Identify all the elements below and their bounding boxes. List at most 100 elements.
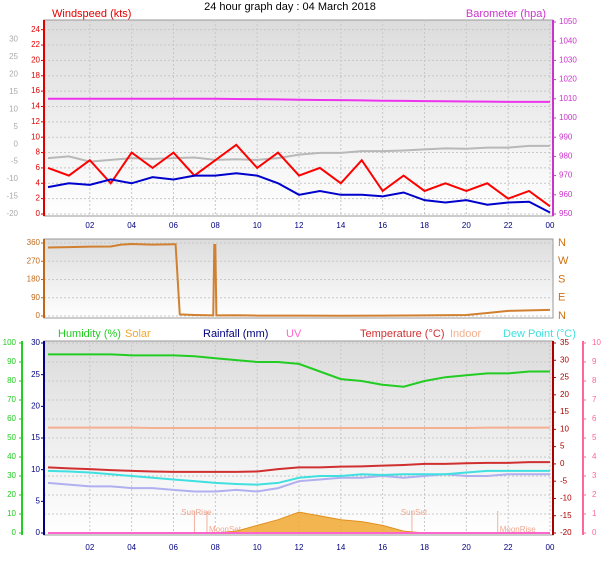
y-tick-label: N	[558, 237, 566, 249]
legend-label: Temperature (°C)	[360, 328, 444, 340]
y-tick-label: 90	[7, 357, 16, 366]
y-tick-label: 14	[31, 102, 40, 111]
x-tick-label: 08	[211, 221, 220, 230]
y-tick-label: 5	[560, 442, 565, 451]
graph-title: 24 hour graph day : 04 March 2018	[204, 1, 376, 13]
y-tick-label: 20	[560, 390, 569, 399]
y-tick-label: 0	[36, 528, 41, 537]
y-tick-label: 25	[31, 370, 40, 379]
axis-title: Windspeed (kts)	[52, 8, 131, 20]
x-tick-label: 00	[546, 221, 555, 230]
y-tick-label: 4	[36, 178, 41, 187]
y-tick-label: 20	[7, 490, 16, 499]
y-tick-label: -15	[560, 511, 572, 520]
y-tick-label: -15	[6, 192, 18, 201]
y-tick-label: 1040	[559, 36, 577, 45]
y-tick-label: 0	[592, 528, 597, 537]
y-tick-label: 20	[9, 69, 18, 78]
legend-label: Dew Point (°C)	[503, 328, 576, 340]
y-tick-label: 950	[559, 209, 573, 218]
x-tick-label: 08	[211, 543, 220, 552]
x-tick-label: 16	[378, 221, 387, 230]
y-tick-label: 25	[560, 373, 569, 382]
y-tick-label: 10	[9, 104, 18, 113]
y-tick-label: 20	[31, 401, 40, 410]
y-tick-label: 980	[559, 152, 573, 161]
y-tick-label: 10	[31, 465, 40, 474]
y-tick-label: 10	[31, 132, 40, 141]
legend-label: Rainfall (mm)	[203, 328, 268, 340]
axis-title: Barometer (hpa)	[466, 8, 546, 20]
x-tick-label: 10	[253, 543, 262, 552]
y-tick-label: -10	[6, 174, 18, 183]
y-tick-label: 60	[7, 414, 16, 423]
y-tick-label: 2	[36, 194, 41, 203]
y-tick-label: 1030	[559, 56, 577, 65]
y-tick-label: 3	[592, 471, 597, 480]
y-tick-label: 4	[592, 452, 597, 461]
x-tick-label: 02	[85, 543, 94, 552]
y-tick-label: 1050	[559, 17, 577, 26]
y-tick-label: 0	[36, 311, 41, 320]
y-tick-label: 40	[7, 452, 16, 461]
y-tick-label: 990	[559, 132, 573, 141]
legend-label: Solar	[125, 328, 151, 340]
y-tick-label: 25	[9, 52, 18, 61]
y-tick-label: 24	[31, 25, 40, 34]
y-tick-label: 6	[592, 414, 597, 423]
y-tick-label: 5	[14, 122, 19, 131]
y-tick-label: 0	[36, 209, 41, 218]
y-tick-label: 16	[31, 86, 40, 95]
x-tick-label: 20	[462, 221, 471, 230]
y-tick-label: 70	[7, 395, 16, 404]
y-tick-label: E	[558, 292, 565, 304]
x-tick-label: 16	[378, 543, 387, 552]
x-tick-label: 10	[253, 221, 262, 230]
y-tick-label: 1010	[559, 94, 577, 103]
y-tick-label: 10	[592, 338, 601, 347]
x-tick-label: 18	[420, 221, 429, 230]
y-tick-label: 0	[12, 528, 17, 537]
x-tick-label: 18	[420, 543, 429, 552]
x-tick-label: 02	[85, 221, 94, 230]
y-tick-label: -20	[6, 209, 18, 218]
y-tick-label: 1	[592, 509, 597, 518]
x-tick-label: 22	[504, 543, 513, 552]
y-tick-label: 50	[7, 433, 16, 442]
y-tick-label: -5	[560, 476, 568, 485]
y-tick-label: 15	[560, 407, 569, 416]
x-tick-label: 04	[127, 221, 136, 230]
y-tick-label: 1000	[559, 113, 577, 122]
y-tick-label: 10	[560, 424, 569, 433]
x-tick-label: 06	[169, 221, 178, 230]
y-tick-label: 8	[36, 148, 41, 157]
y-tick-label: 80	[7, 376, 16, 385]
y-tick-label: S	[558, 273, 565, 285]
y-tick-label: -20	[560, 528, 572, 537]
y-tick-label: 15	[9, 87, 18, 96]
x-tick-label: 06	[169, 543, 178, 552]
x-tick-label: 14	[336, 221, 345, 230]
y-tick-label: 90	[31, 293, 40, 302]
y-tick-label: 30	[7, 471, 16, 480]
x-tick-label: 20	[462, 543, 471, 552]
plot-background	[44, 239, 553, 318]
y-tick-label: -10	[560, 494, 572, 503]
y-tick-label: 15	[31, 433, 40, 442]
x-tick-label: 22	[504, 221, 513, 230]
y-tick-label: 10	[7, 509, 16, 518]
x-tick-label: 12	[295, 543, 304, 552]
y-tick-label: W	[558, 255, 569, 267]
y-tick-label: 9	[592, 357, 597, 366]
y-tick-label: 30	[560, 355, 569, 364]
y-tick-label: 0	[560, 459, 565, 468]
x-tick-label: 12	[295, 221, 304, 230]
y-tick-label: 20	[31, 56, 40, 65]
y-tick-label: 270	[27, 256, 41, 265]
y-tick-label: 960	[559, 190, 573, 199]
y-tick-label: N	[558, 310, 566, 322]
x-tick-label: 04	[127, 543, 136, 552]
y-tick-label: 5	[592, 433, 597, 442]
y-tick-label: 6	[36, 163, 41, 172]
y-tick-label: 1020	[559, 75, 577, 84]
